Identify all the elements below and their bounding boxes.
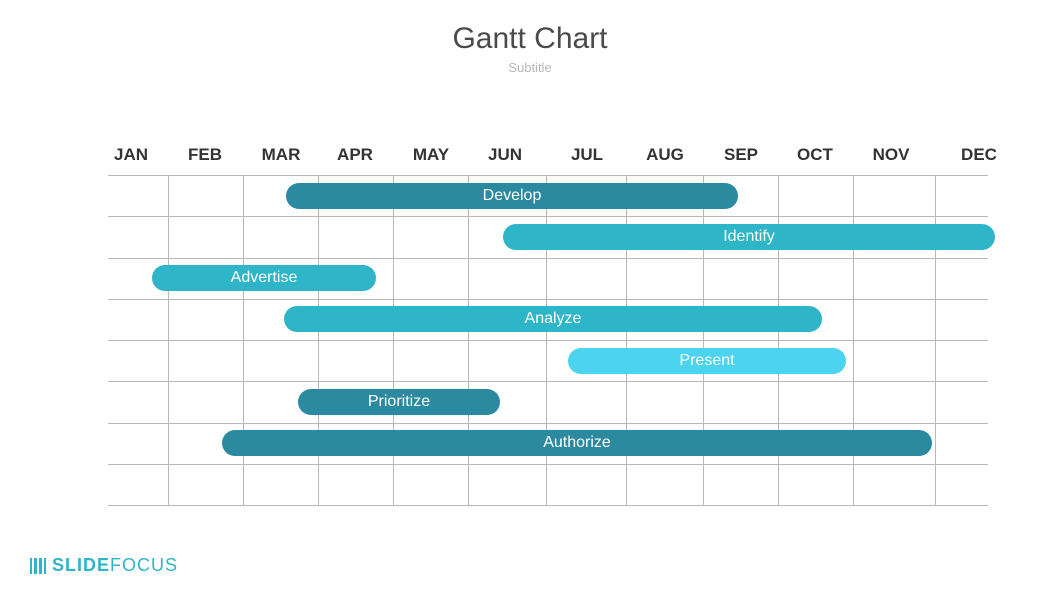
gantt-bar: Analyze: [284, 306, 822, 332]
gantt-bar-label: Prioritize: [368, 393, 430, 411]
brand-text-strong: SLIDE: [52, 555, 110, 575]
month-label: MAR: [262, 145, 301, 165]
gantt-bar: Present: [568, 348, 846, 374]
brand-bars-icon: [30, 558, 46, 574]
month-label: JAN: [114, 145, 148, 165]
slide: Gantt Chart Subtitle JANFEBMARAPRMAYJUNJ…: [0, 0, 1060, 596]
gantt-bar: Prioritize: [298, 389, 500, 415]
month-label: JUN: [488, 145, 522, 165]
gantt-bar: Authorize: [222, 430, 932, 456]
grid-line-horizontal: [108, 505, 988, 506]
gantt-bar-label: Identify: [723, 228, 775, 246]
month-label: SEP: [724, 145, 758, 165]
gantt-bar: Advertise: [152, 265, 376, 291]
chart-title: Gantt Chart: [0, 22, 1060, 56]
gantt-bars: Develop Identify Advertise Analyze Present Pr…: [108, 175, 988, 505]
chart-subtitle: Subtitle: [0, 60, 1060, 75]
month-label: NOV: [873, 145, 910, 165]
month-axis: JANFEBMARAPRMAYJUNJULAUGSEPOCTNOVDEC: [108, 145, 988, 175]
brand-text: SLIDEFOCUS: [52, 555, 178, 576]
month-label: AUG: [646, 145, 684, 165]
gantt-bar: Develop: [286, 183, 738, 209]
month-label: DEC: [961, 145, 997, 165]
gantt-bar-label: Analyze: [525, 310, 582, 328]
gantt-bar-label: Authorize: [543, 434, 611, 452]
month-label: MAY: [413, 145, 449, 165]
gantt-bar-label: Advertise: [231, 269, 298, 287]
gantt-chart: JANFEBMARAPRMAYJUNJULAUGSEPOCTNOVDEC Dev…: [108, 175, 988, 505]
gantt-bar-label: Present: [679, 352, 734, 370]
brand-logo: SLIDEFOCUS: [30, 555, 178, 576]
brand-text-light: FOCUS: [110, 555, 178, 575]
gantt-bar: Identify: [503, 224, 995, 250]
month-label: JUL: [571, 145, 603, 165]
month-label: APR: [337, 145, 373, 165]
month-label: FEB: [188, 145, 222, 165]
month-label: OCT: [797, 145, 833, 165]
gantt-bar-label: Develop: [483, 187, 542, 205]
